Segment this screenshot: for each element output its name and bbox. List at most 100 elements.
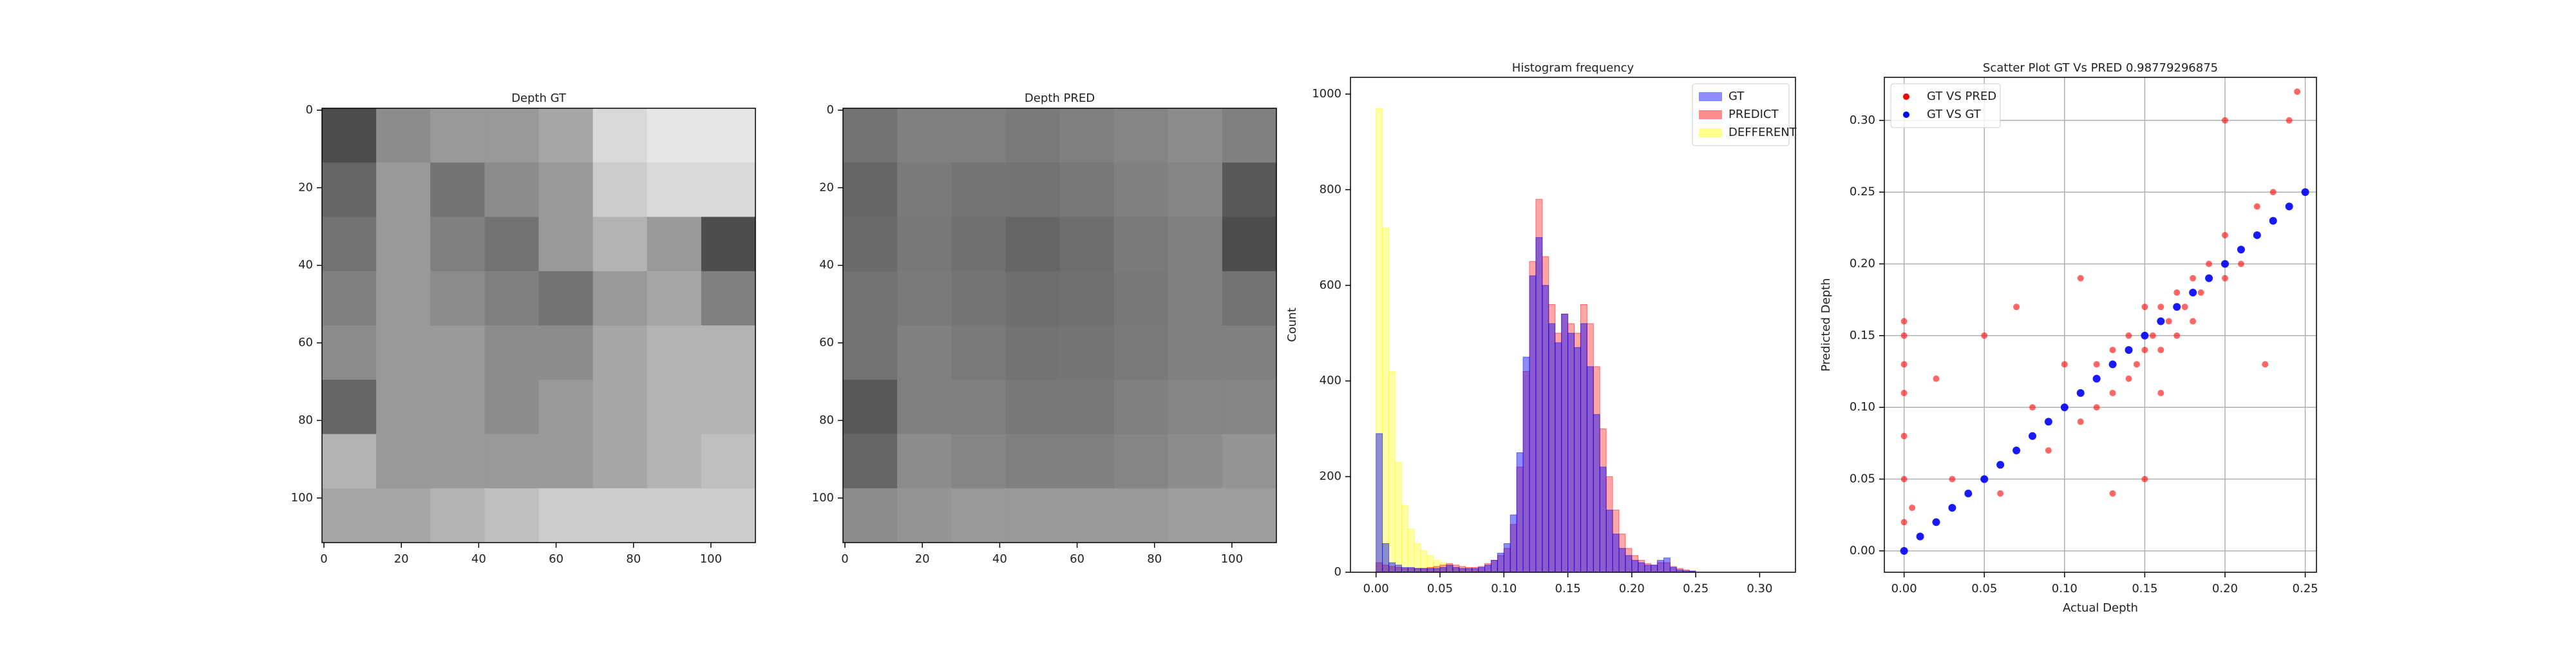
subplot-title: Depth PRED [1025, 92, 1095, 105]
pixel-cell [1005, 380, 1060, 434]
pixel-cell [484, 217, 539, 272]
scatter-point [2262, 361, 2269, 368]
scatter-point [2221, 260, 2229, 268]
histogram-bar [1644, 565, 1652, 573]
y-tick-label: 0.05 [1850, 472, 1875, 485]
pixel-cell [1059, 434, 1115, 489]
x-tick-label: 40 [992, 552, 1007, 566]
legend-label: GT [1728, 90, 1745, 103]
x-tick-label: 0.05 [1971, 582, 1997, 595]
histogram-bar [1394, 565, 1402, 573]
pixel-cell [322, 434, 377, 489]
legend-box [1692, 83, 1790, 146]
pixel-cell [1059, 380, 1115, 434]
pixel-cell [376, 434, 431, 489]
histogram-bar [1542, 285, 1549, 573]
pixel-cell [843, 434, 898, 489]
pixel-cell [1168, 488, 1223, 543]
scatter-point [2286, 117, 2293, 124]
scatter-point [2269, 217, 2277, 225]
scatter-point [1981, 332, 1988, 339]
axes-frame [1350, 77, 1796, 573]
pixel-cell [538, 325, 594, 380]
scatter-point [2205, 274, 2213, 282]
histogram-bar [1446, 565, 1454, 573]
pixel-cell [430, 380, 485, 434]
y-tick-label: 60 [298, 336, 313, 349]
legend-label: DEFFERENT [1728, 126, 1797, 139]
pixel-cell [897, 108, 952, 163]
pixel-cell [592, 217, 648, 272]
histogram-bar [1605, 510, 1613, 573]
pixel-cell [1059, 162, 1115, 217]
pixel-cell [701, 488, 756, 543]
y-tick-label: 800 [1320, 182, 1341, 196]
y-tick-label: 0.00 [1850, 544, 1875, 557]
scatter-point [2044, 418, 2052, 426]
subplot: 0.00 0.05 0.10 0.15 0.20 0.25 0.00 0.05 0.10 0.15… [1819, 61, 2318, 615]
pixel-cell [1005, 217, 1060, 272]
pixel-cell [1168, 271, 1223, 326]
pixel-cell [647, 434, 702, 489]
pixel-cell [1168, 325, 1223, 380]
pixel-cell [592, 162, 648, 217]
pixel-cell [647, 325, 702, 380]
scatter-point [2157, 389, 2164, 396]
pixel-cell [1059, 217, 1115, 272]
pixel-cell [592, 488, 648, 543]
scatter-point [2173, 303, 2181, 311]
x-tick-label: 0.10 [1491, 582, 1517, 595]
histogram-bar [1663, 557, 1671, 573]
scatter-point [2141, 331, 2149, 340]
pixel-cell [430, 488, 485, 543]
axes-frame [842, 108, 1277, 543]
pixel-cell [897, 217, 952, 272]
x-tick-label: 40 [471, 552, 486, 566]
pixel-cell [1168, 108, 1223, 163]
x-tick-label: 0.05 [1427, 582, 1453, 595]
histogram-bar [1388, 562, 1396, 573]
x-tick-label: 0.20 [2212, 582, 2238, 595]
histogram-bar [1516, 452, 1524, 573]
scatter-point [1900, 476, 1908, 483]
scatter-point [2076, 389, 2085, 397]
pixel-cell [701, 108, 756, 163]
scatter-point [1949, 476, 1956, 483]
pixel-cell [538, 434, 594, 489]
scatter-point [2174, 332, 2181, 339]
histogram-bar [1401, 567, 1408, 573]
pixel-cell [1059, 488, 1115, 543]
histogram-bar [1657, 559, 1664, 573]
pixel-cell [484, 325, 539, 380]
pixel-cell [538, 488, 594, 543]
scatter-point [2093, 361, 2100, 368]
y-tick-label: 0 [306, 103, 313, 117]
y-axis-label: Predicted Depth [1819, 278, 1833, 371]
pixel-cell [897, 488, 952, 543]
y-tick-label: 0.10 [1850, 400, 1875, 414]
histogram-bar [1394, 461, 1402, 573]
scatter-point [2157, 317, 2165, 325]
scatter-point [2077, 275, 2084, 282]
scatter-point [1900, 332, 1908, 339]
x-tick-label: 0.15 [2132, 582, 2157, 595]
y-tick-label: 40 [819, 258, 834, 272]
pixel-cell [843, 217, 898, 272]
scatter-point [1980, 475, 1989, 483]
histogram-bar [1561, 313, 1569, 573]
pixel-cell [376, 488, 431, 543]
y-tick-label: 20 [298, 180, 313, 194]
pixel-cell [897, 271, 952, 326]
histogram-bar [1535, 237, 1543, 573]
scatter-point [2133, 361, 2140, 368]
scatter-point [1909, 505, 1916, 512]
x-axis-label: Actual Depth [2063, 601, 2138, 615]
pixel-cell [951, 271, 1006, 326]
x-tick-label: 60 [549, 552, 564, 566]
histogram-bar [1573, 347, 1581, 573]
scatter-point [2108, 360, 2117, 369]
histogram-bar [1433, 568, 1441, 573]
legend-marker [1903, 93, 1909, 100]
pixel-cell [322, 380, 377, 434]
